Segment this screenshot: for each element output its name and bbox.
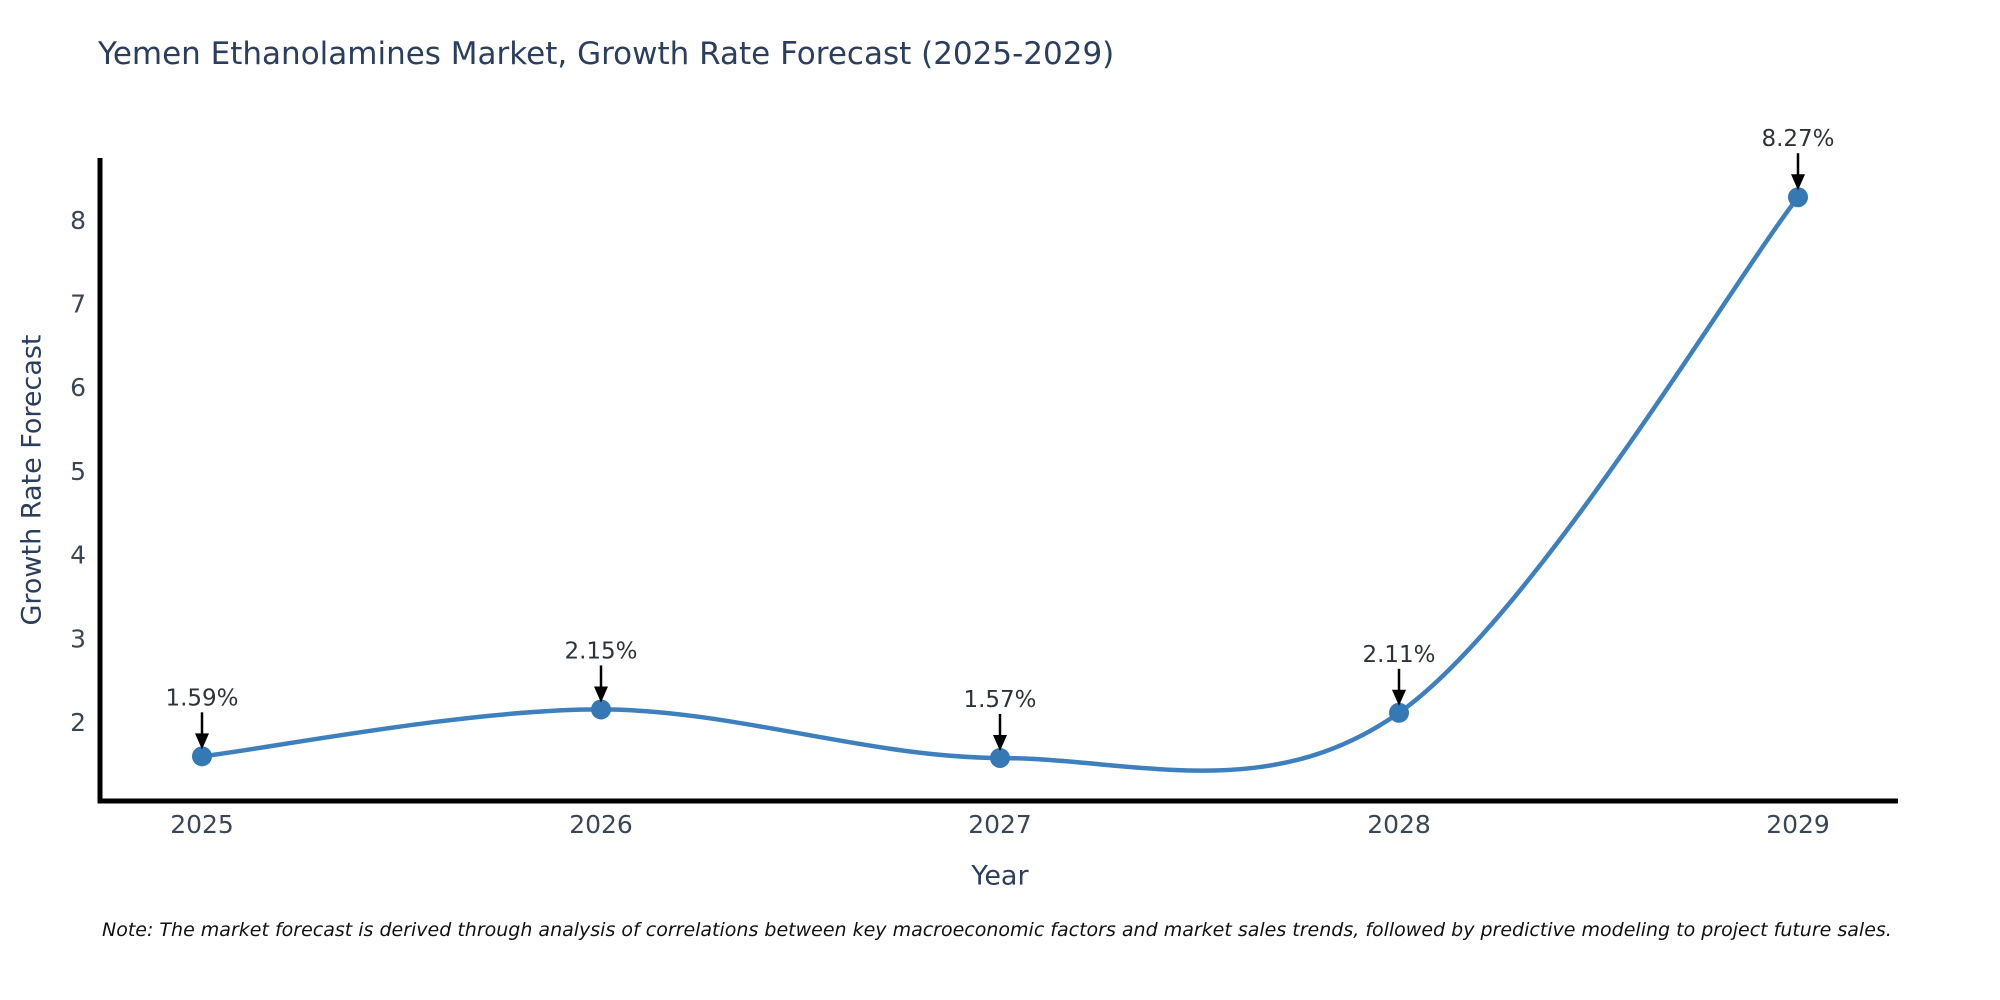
y-tick-label: 6: [70, 373, 86, 402]
footnote: Note: The market forecast is derived thr…: [102, 919, 1892, 941]
annotation-label: 8.27%: [1761, 126, 1834, 152]
data-point: [1389, 702, 1409, 723]
y-tick-label: 8: [70, 206, 86, 235]
annotation-arrowhead: [993, 734, 1007, 751]
annotation-arrowhead: [594, 686, 608, 703]
annotation-arrowhead: [1791, 174, 1805, 191]
x-tick-label: 2027: [968, 810, 1032, 839]
annotation-label: 2.11%: [1362, 642, 1435, 668]
annotation-label: 1.59%: [165, 685, 238, 711]
y-axis-title: Growth Rate Forecast: [16, 334, 48, 626]
trend-line: [199, 194, 1801, 773]
y-tick-label: 7: [70, 290, 86, 319]
data-point: [591, 699, 611, 720]
y-tick-label: 2: [70, 708, 86, 737]
x-tick-label: 2026: [569, 810, 633, 839]
annotation-arrowhead: [1392, 689, 1406, 706]
y-tick-label: 5: [70, 457, 86, 486]
y-tick-label: 3: [70, 624, 86, 653]
data-point: [1788, 187, 1808, 208]
data-point: [192, 746, 212, 767]
data-point: [990, 747, 1010, 768]
y-tick-label: 4: [70, 541, 86, 570]
chart-title: Yemen Ethanolamines Market, Growth Rate …: [98, 36, 1115, 72]
annotation-arrowhead: [195, 733, 209, 750]
x-tick-label: 2028: [1367, 810, 1431, 839]
annotation-label: 1.57%: [963, 687, 1036, 713]
x-tick-label: 2029: [1766, 810, 1830, 839]
x-axis-title: Year: [971, 860, 1029, 892]
annotation-label: 2.15%: [564, 638, 637, 664]
x-tick-label: 2025: [170, 810, 234, 839]
